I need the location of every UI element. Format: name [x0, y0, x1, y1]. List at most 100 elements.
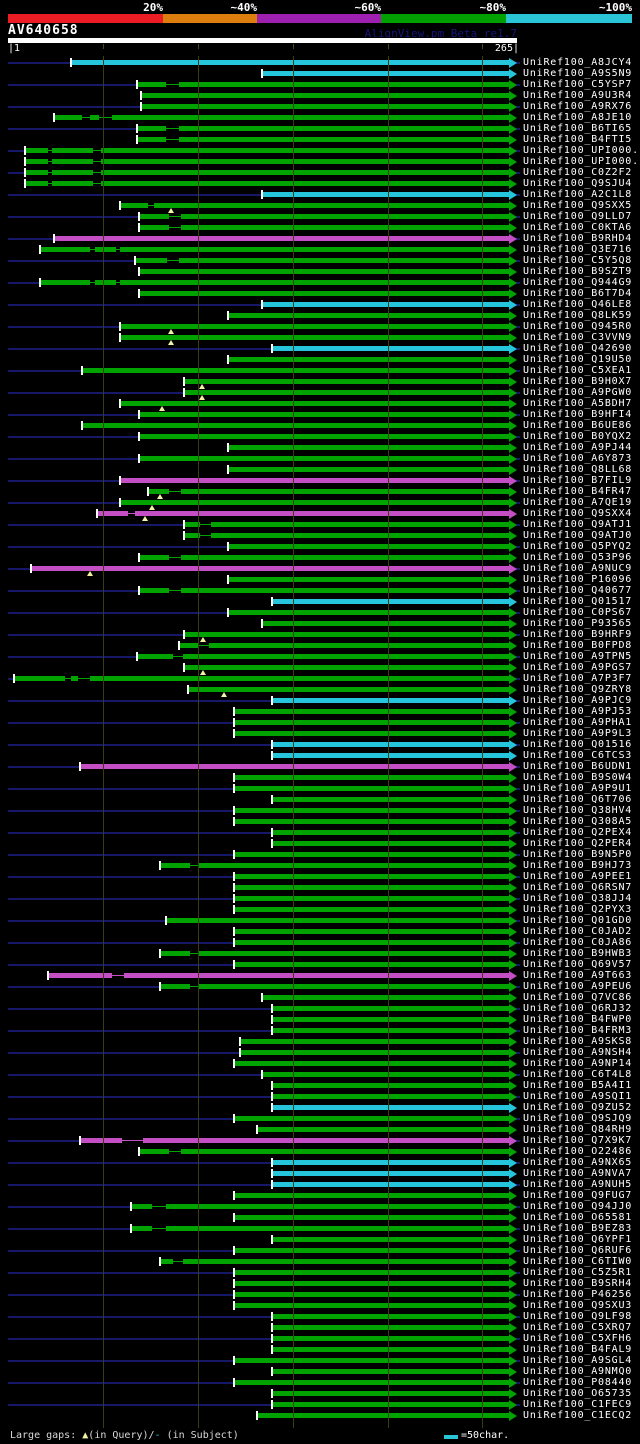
alignment-row-label[interactable]: UniRef100_A7QE19 — [523, 497, 633, 508]
alignment-row-label[interactable]: UniRef100_Q8LK59 — [523, 310, 633, 321]
alignment-row-label[interactable]: UniRef100_B9S0W4 — [523, 772, 633, 783]
alignment-bar[interactable] — [272, 1094, 509, 1099]
alignment-bar[interactable] — [139, 456, 509, 461]
alignment-row-label[interactable]: UniRef100_Q2PEX4 — [523, 827, 633, 838]
alignment-row-label[interactable]: UniRef100_B5A4I1 — [523, 1080, 633, 1091]
alignment-bar[interactable] — [97, 511, 509, 516]
alignment-bar[interactable] — [272, 1160, 509, 1165]
alignment-bar[interactable] — [80, 764, 509, 769]
alignment-row-label[interactable]: UniRef100_Q6RUF6 — [523, 1245, 633, 1256]
alignment-row-label[interactable]: UniRef100_A9P9L3 — [523, 728, 633, 739]
alignment-row-label[interactable]: UniRef100_C1ECQ2 — [523, 1410, 633, 1421]
alignment-row-label[interactable]: UniRef100_A9PHA1 — [523, 717, 633, 728]
alignment-row-label[interactable]: UniRef100_UPI000.. — [523, 145, 640, 156]
alignment-bar[interactable] — [234, 786, 509, 791]
alignment-row-label[interactable]: UniRef100_Q9ZRY8 — [523, 684, 633, 695]
alignment-row-label[interactable]: UniRef100_A9NSH4 — [523, 1047, 633, 1058]
alignment-bar[interactable] — [228, 544, 509, 549]
alignment-bar[interactable] — [25, 159, 509, 164]
alignment-row-label[interactable]: UniRef100_Q6YPF1 — [523, 1234, 633, 1245]
alignment-row-label[interactable]: UniRef100_C0JA86 — [523, 937, 633, 948]
alignment-bar[interactable] — [137, 654, 509, 659]
alignment-row-label[interactable]: UniRef100_Q46LE8 — [523, 299, 633, 310]
alignment-row-label[interactable]: UniRef100_A5BDH7 — [523, 398, 633, 409]
alignment-bar[interactable] — [188, 687, 509, 692]
alignment-row-label[interactable]: UniRef100_Q3E716 — [523, 244, 633, 255]
alignment-row-label[interactable]: UniRef100_C6TCS3 — [523, 750, 633, 761]
alignment-row-label[interactable]: UniRef100_B4FRM3 — [523, 1025, 633, 1036]
alignment-row-label[interactable]: UniRef100_A9NVA7 — [523, 1168, 633, 1179]
alignment-bar[interactable] — [234, 896, 509, 901]
alignment-row-label[interactable]: UniRef100_Q2PYX3 — [523, 904, 633, 915]
alignment-bar[interactable] — [234, 1116, 509, 1121]
alignment-bar[interactable] — [257, 1413, 509, 1418]
alignment-row-label[interactable]: UniRef100_C5XEA1 — [523, 365, 633, 376]
alignment-bar[interactable] — [272, 1336, 509, 1341]
alignment-row-label[interactable]: UniRef100_P08440 — [523, 1377, 633, 1388]
alignment-bar[interactable] — [234, 885, 509, 890]
alignment-bar[interactable] — [272, 1314, 509, 1319]
alignment-bar[interactable] — [272, 753, 509, 758]
alignment-row-label[interactable]: UniRef100_Q84RH9 — [523, 1124, 633, 1135]
alignment-bar[interactable] — [272, 1391, 509, 1396]
alignment-row-label[interactable]: UniRef100_O65581 — [523, 1212, 633, 1223]
alignment-row-label[interactable]: UniRef100_B0YQX2 — [523, 431, 633, 442]
alignment-row-label[interactable]: UniRef100_B9HFI4 — [523, 409, 633, 420]
alignment-row-label[interactable]: UniRef100_B9SZT9 — [523, 266, 633, 277]
alignment-row-label[interactable]: UniRef100_C5Y5Q8 — [523, 255, 633, 266]
alignment-row-label[interactable]: UniRef100_C5YSP7 — [523, 79, 633, 90]
alignment-row-label[interactable]: UniRef100_Q944G9 — [523, 277, 633, 288]
alignment-row-label[interactable]: UniRef100_C5XRQ7 — [523, 1322, 633, 1333]
alignment-row-label[interactable]: UniRef100_P93565 — [523, 618, 633, 629]
alignment-row-label[interactable]: UniRef100_P46256 — [523, 1289, 633, 1300]
alignment-bar[interactable] — [272, 841, 509, 846]
alignment-row-label[interactable]: UniRef100_Q7X9K7 — [523, 1135, 633, 1146]
alignment-row-label[interactable]: UniRef100_A9S5N9 — [523, 68, 633, 79]
alignment-bar[interactable] — [120, 401, 509, 406]
alignment-bar[interactable] — [272, 346, 509, 351]
alignment-bar[interactable] — [31, 566, 509, 571]
alignment-row-label[interactable]: UniRef100_A9PEE1 — [523, 871, 633, 882]
alignment-row-label[interactable]: UniRef100_B4FTI5 — [523, 134, 633, 145]
alignment-row-label[interactable]: UniRef100_A9PJC9 — [523, 695, 633, 706]
alignment-bar[interactable] — [184, 665, 509, 670]
alignment-row-label[interactable]: UniRef100_Q69V57 — [523, 959, 633, 970]
alignment-bar[interactable] — [262, 192, 509, 197]
alignment-bar[interactable] — [71, 60, 509, 65]
alignment-bar[interactable] — [240, 1039, 509, 1044]
alignment-bar[interactable] — [141, 104, 509, 109]
alignment-row-label[interactable]: UniRef100_Q7VC86 — [523, 992, 633, 1003]
alignment-bar[interactable] — [234, 852, 509, 857]
alignment-row-label[interactable]: UniRef100_B9EZ83 — [523, 1223, 633, 1234]
alignment-row-label[interactable]: UniRef100_A9SQI1 — [523, 1091, 633, 1102]
alignment-row-label[interactable]: UniRef100_Q9ATJ1 — [523, 519, 633, 530]
alignment-bar[interactable] — [160, 1259, 509, 1264]
alignment-bar[interactable] — [272, 1237, 509, 1242]
alignment-bar[interactable] — [272, 698, 509, 703]
alignment-bar[interactable] — [120, 324, 509, 329]
alignment-row-label[interactable]: UniRef100_Q42690 — [523, 343, 633, 354]
alignment-row-label[interactable]: UniRef100_B9RHD4 — [523, 233, 633, 244]
alignment-bar[interactable] — [234, 819, 509, 824]
alignment-bar[interactable] — [131, 1204, 509, 1209]
alignment-row-label[interactable]: UniRef100_A9PGW0 — [523, 387, 633, 398]
alignment-bar[interactable] — [160, 863, 509, 868]
alignment-row-label[interactable]: UniRef100_A9NUC9 — [523, 563, 633, 574]
alignment-bar[interactable] — [139, 269, 509, 274]
alignment-bar[interactable] — [139, 225, 509, 230]
alignment-row-label[interactable]: UniRef100_A9NP14 — [523, 1058, 633, 1069]
alignment-bar[interactable] — [228, 467, 509, 472]
alignment-row-label[interactable]: UniRef100_A9PEU6 — [523, 981, 633, 992]
alignment-row-label[interactable]: UniRef100_Q9FUG7 — [523, 1190, 633, 1201]
alignment-row-label[interactable]: UniRef100_Q6RSN7 — [523, 882, 633, 893]
alignment-bar[interactable] — [262, 302, 509, 307]
alignment-bar[interactable] — [262, 71, 509, 76]
alignment-bar[interactable] — [234, 1061, 509, 1066]
alignment-row-label[interactable]: UniRef100_A9PGS7 — [523, 662, 633, 673]
alignment-bar[interactable] — [48, 973, 509, 978]
alignment-bar[interactable] — [120, 478, 509, 483]
alignment-bar[interactable] — [139, 588, 509, 593]
alignment-row-label[interactable]: UniRef100_B9HJ73 — [523, 860, 633, 871]
alignment-bar[interactable] — [272, 599, 509, 604]
alignment-row-label[interactable]: UniRef100_B9H0X7 — [523, 376, 633, 387]
